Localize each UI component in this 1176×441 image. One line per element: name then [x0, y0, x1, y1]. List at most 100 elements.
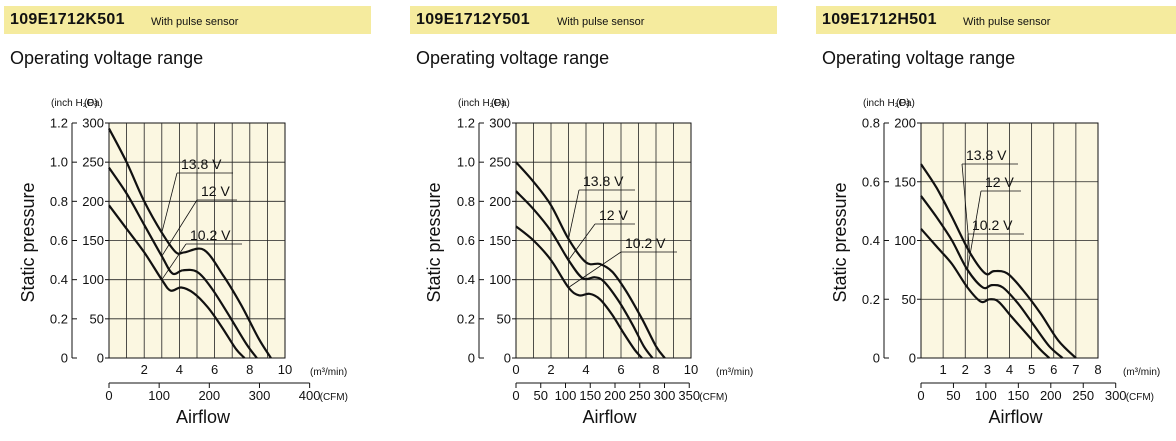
unit-pa-label: (Pa)	[84, 98, 103, 109]
inch-tick-label: 0.4	[50, 272, 68, 287]
x-tick-label: 8	[246, 362, 253, 377]
cfm-tick-label: 150	[1007, 388, 1029, 403]
voltage-label: 12 V	[985, 174, 1014, 190]
voltage-label: 13.8 V	[966, 147, 1007, 163]
pa-tick-label: 50	[902, 292, 916, 307]
cfm-tick-label: 0	[512, 388, 519, 403]
label-leader-line	[967, 190, 982, 270]
pq-chart: 00.20.40.60.81.01.2050100150200250300(in…	[18, 98, 348, 427]
inch-tick-label: 0.8	[862, 116, 880, 131]
pa-tick-label: 150	[894, 174, 916, 189]
inch-tick-label: 0.8	[457, 194, 475, 209]
cfm-tick-label: 0	[917, 388, 924, 403]
cfm-tick-label: 400	[299, 388, 321, 403]
inch-tick-label: 1.2	[457, 116, 475, 131]
y-axis-label: Static pressure	[424, 182, 444, 302]
series-line-1	[108, 127, 272, 359]
voltage-label: 10.2 V	[625, 235, 666, 251]
pa-tick-label: 50	[90, 311, 104, 326]
pa-tick-label: 50	[497, 311, 511, 326]
pa-tick-label: 250	[489, 155, 511, 170]
pa-tick-label: 0	[97, 351, 104, 366]
chart-subtitle: Operating voltage range	[10, 48, 204, 68]
x-tick-label: 6	[617, 362, 624, 377]
pa-tick-label: 0	[504, 351, 511, 366]
voltage-label: 12 V	[599, 207, 628, 223]
pa-tick-label: 150	[489, 233, 511, 248]
cfm-tick-label: 150	[579, 388, 601, 403]
inch-tick-label: 0.6	[50, 233, 68, 248]
label-leader-line	[161, 172, 178, 233]
model-header: 109E1712H501 With pulse sensor	[816, 6, 1176, 34]
pa-tick-label: 300	[489, 116, 511, 131]
model-number: 109E1712H501	[822, 11, 937, 28]
inch-tick-label: 0.2	[862, 292, 880, 307]
unit-inch-label: (inch H₂O)	[51, 98, 98, 109]
series-line-3	[920, 228, 1051, 359]
series-line-3	[515, 225, 643, 359]
inch-tick-label: 1.0	[457, 155, 475, 170]
inch-tick-label: 0.2	[50, 311, 68, 326]
pa-tick-label: 200	[894, 116, 916, 131]
x-tick-label: 2	[141, 362, 148, 377]
model-note: With pulse sensor	[557, 16, 645, 28]
x-tick-label: 10	[684, 362, 698, 377]
model-note: With pulse sensor	[151, 16, 239, 28]
pa-tick-label: 100	[82, 272, 104, 287]
x-tick-label: 7	[1072, 362, 1079, 377]
inch-tick-label: 0.6	[457, 233, 475, 248]
unit-m3min-label: (m³/min)	[716, 367, 753, 378]
x-tick-label: 5	[1028, 362, 1035, 377]
unit-inch-label: (inch H₂O)	[458, 98, 505, 109]
pa-tick-label: 300	[82, 116, 104, 131]
inch-tick-label: 0.4	[862, 233, 880, 248]
unit-m3min-label: (m³/min)	[1123, 367, 1160, 378]
unit-cfm-label: (CFM)	[320, 392, 348, 403]
cfm-tick-label: 0	[105, 388, 112, 403]
label-leader-line	[161, 243, 187, 280]
inch-tick-label: 0.2	[457, 311, 475, 326]
pa-tick-label: 200	[82, 194, 104, 209]
x-tick-label: 10	[278, 362, 292, 377]
x-tick-label: 8	[652, 362, 659, 377]
unit-cfm-label: (CFM)	[1126, 392, 1154, 403]
x-tick-label: 6	[211, 362, 218, 377]
cfm-tick-label: 350	[678, 388, 700, 403]
x-axis-label: Airflow	[988, 407, 1043, 427]
inch-tick-label: 0	[61, 351, 68, 366]
cfm-tick-label: 300	[249, 388, 271, 403]
x-tick-label: 0	[512, 362, 519, 377]
x-tick-label: 6	[1050, 362, 1057, 377]
cfm-tick-label: 50	[946, 388, 960, 403]
y-axis-label: Static pressure	[830, 182, 850, 302]
cfm-tick-label: 200	[198, 388, 220, 403]
cfm-tick-label: 300	[1105, 388, 1127, 403]
model-number: 109E1712K501	[10, 11, 125, 28]
unit-m3min-label: (m³/min)	[310, 367, 347, 378]
pa-tick-label: 100	[489, 272, 511, 287]
model-header: 109E1712Y501 With pulse sensor	[410, 6, 777, 34]
model-header: 109E1712K501 With pulse sensor	[4, 6, 371, 34]
chart-panel-3: 109E1712H501 With pulse sensor Operating…	[816, 0, 1176, 441]
series-line-2	[515, 190, 654, 359]
x-tick-label: 2	[547, 362, 554, 377]
inch-tick-label: 0	[873, 351, 880, 366]
x-tick-label: 2	[962, 362, 969, 377]
series-line-2	[920, 195, 1064, 359]
pq-chart: 00.20.40.60.81.01.2050100150200250300(in…	[424, 98, 753, 427]
pa-tick-label: 250	[82, 155, 104, 170]
chart-panel-2: 109E1712Y501 With pulse sensor Operating…	[410, 0, 780, 441]
x-tick-label: 4	[1006, 362, 1013, 377]
pa-tick-label: 100	[894, 233, 916, 248]
voltage-label: 13.8 V	[583, 173, 624, 189]
unit-pa-label: (Pa)	[896, 98, 915, 109]
y-axis-label: Static pressure	[18, 182, 38, 302]
inch-tick-label: 0.4	[457, 272, 475, 287]
x-tick-label: 1	[940, 362, 947, 377]
label-leader-line	[967, 233, 969, 288]
cfm-tick-label: 250	[629, 388, 651, 403]
inch-tick-label: 1.2	[50, 116, 68, 131]
x-tick-label: 4	[582, 362, 589, 377]
series-line-1	[920, 163, 1077, 359]
